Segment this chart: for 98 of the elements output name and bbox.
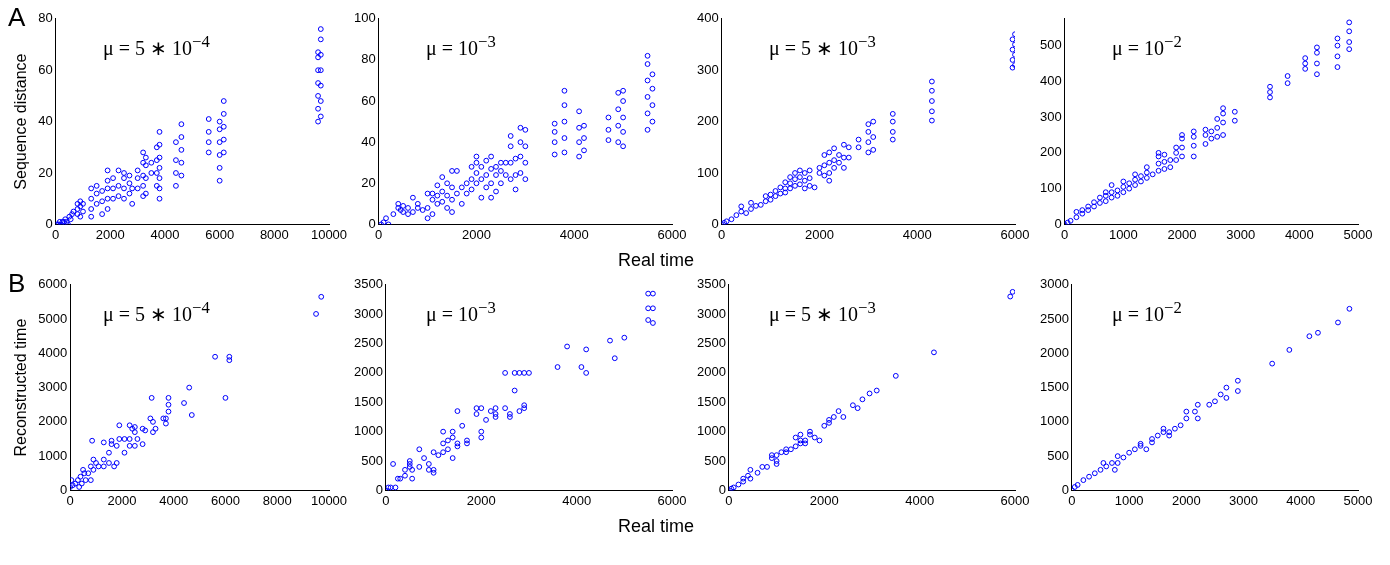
- x-tick-label: 2000: [809, 492, 839, 508]
- x-tick-label: 10000: [310, 492, 348, 508]
- y-tick-label: 100: [696, 164, 719, 180]
- y-axis-title: Sequence distance: [12, 53, 30, 190]
- x-tick-label: 8000: [262, 492, 292, 508]
- x-tick-label: 2000: [1171, 492, 1201, 508]
- y-axis-title: Reconstructed time: [12, 318, 30, 457]
- x-axis-title: Real time: [617, 249, 694, 272]
- y-tick-label: 20: [38, 164, 53, 180]
- y-tick-label: 2000: [354, 364, 383, 380]
- x-tick-label: 2000: [462, 226, 491, 242]
- y-tick-label: 2000: [697, 364, 726, 380]
- y-tick-label: 2000: [38, 413, 68, 429]
- x-tick-label: 6000: [657, 226, 687, 242]
- y-tick-label: 60: [38, 61, 53, 77]
- text: μ = 10$^{−2}$: [1112, 298, 1182, 326]
- x-tick-label: 5000: [1343, 226, 1373, 242]
- y-tick-label: 3000: [38, 379, 68, 395]
- x-tick-label: 2000: [95, 226, 125, 242]
- y-tick-label: 0: [368, 215, 376, 231]
- x-tick-label: 3000: [1229, 492, 1259, 508]
- x-tick-label: 2000: [1167, 226, 1197, 242]
- y-tick-label: 3000: [354, 305, 383, 321]
- y-tick-label: 500: [1047, 447, 1069, 463]
- text: μ = 10$^{−3}$: [426, 32, 496, 60]
- y-tick-label: 100: [353, 10, 376, 26]
- text: μ = 5 ∗ 10$^{−3}$: [769, 32, 876, 60]
- x-tick-label: 2000: [107, 492, 137, 508]
- text: B: [8, 268, 26, 299]
- x-tick-label: 6000: [210, 492, 240, 508]
- y-tick-label: 300: [1039, 108, 1062, 124]
- y-tick-label: 1500: [1040, 379, 1069, 395]
- y-tick-label: 0: [1054, 215, 1062, 231]
- y-tick-label: 0: [375, 481, 383, 497]
- x-tick-label: 6000: [1000, 226, 1030, 242]
- y-tick-label: 40: [361, 133, 376, 149]
- y-tick-label: 3500: [354, 276, 383, 292]
- y-tick-label: 500: [361, 452, 383, 468]
- y-tick-label: 100: [1039, 180, 1062, 196]
- y-tick-label: 80: [38, 10, 53, 26]
- x-tick-label: 1000: [1114, 492, 1144, 508]
- x-tick-label: 2000: [466, 492, 496, 508]
- y-tick-label: 1500: [697, 393, 726, 409]
- x-tick-label: 4000: [159, 492, 189, 508]
- x-tick-label: 2000: [805, 226, 834, 242]
- y-tick-label: 0: [1061, 481, 1069, 497]
- text: μ = 10$^{−2}$: [1112, 32, 1182, 60]
- y-tick-label: 500: [1039, 37, 1062, 53]
- y-tick-label: 0: [59, 481, 68, 497]
- text: μ = 10$^{−3}$: [426, 298, 496, 326]
- x-tick-label: 4000: [562, 492, 592, 508]
- y-tick-label: 2500: [354, 335, 383, 351]
- x-axis-title: Real time: [617, 515, 694, 538]
- x-tick-label: 5000: [1343, 492, 1373, 508]
- x-tick-label: 4000: [902, 226, 932, 242]
- x-tick-label: 4000: [905, 492, 935, 508]
- x-tick-label: 6000: [205, 226, 235, 242]
- x-tick-label: 4000: [1286, 492, 1316, 508]
- y-tick-label: 40: [38, 113, 53, 129]
- x-tick-label: 3000: [1226, 226, 1256, 242]
- y-tick-label: 2500: [697, 335, 726, 351]
- y-tick-label: 0: [45, 215, 53, 231]
- x-tick-label: 4000: [559, 226, 589, 242]
- y-tick-label: 2500: [1040, 310, 1069, 326]
- y-tick-label: 20: [361, 174, 376, 190]
- y-tick-label: 500: [704, 452, 726, 468]
- y-tick-label: 300: [696, 61, 719, 77]
- x-tick-label: 8000: [259, 226, 289, 242]
- text: μ = 5 ∗ 10$^{−4}$: [103, 32, 210, 60]
- x-tick-label: 1000: [1108, 226, 1138, 242]
- y-tick-label: 200: [1039, 144, 1062, 160]
- x-tick-label: 4000: [1284, 226, 1314, 242]
- y-tick-label: 200: [696, 113, 719, 129]
- y-tick-label: 1000: [354, 423, 383, 439]
- y-tick-label: 3000: [697, 305, 726, 321]
- x-tick-label: 10000: [310, 226, 348, 242]
- y-tick-label: 4000: [38, 344, 68, 360]
- y-tick-label: 0: [718, 481, 726, 497]
- y-tick-label: 0: [711, 215, 719, 231]
- y-tick-label: 1000: [697, 423, 726, 439]
- x-tick-label: 4000: [150, 226, 180, 242]
- text: A: [8, 2, 26, 33]
- x-tick-label: 6000: [657, 492, 687, 508]
- y-tick-label: 1500: [354, 393, 383, 409]
- y-tick-label: 400: [696, 10, 719, 26]
- y-tick-label: 3500: [697, 276, 726, 292]
- text: μ = 5 ∗ 10$^{−4}$: [103, 298, 210, 326]
- y-tick-label: 3000: [1040, 276, 1069, 292]
- y-tick-label: 60: [361, 92, 376, 108]
- y-tick-label: 1000: [1040, 413, 1069, 429]
- y-tick-label: 400: [1039, 72, 1062, 88]
- y-tick-label: 2000: [1040, 344, 1069, 360]
- y-tick-label: 1000: [38, 447, 68, 463]
- y-tick-label: 5000: [38, 310, 68, 326]
- y-tick-label: 6000: [38, 276, 68, 292]
- y-tick-label: 80: [361, 51, 376, 67]
- x-tick-label: 6000: [1000, 492, 1030, 508]
- text: μ = 5 ∗ 10$^{−3}$: [769, 298, 876, 326]
